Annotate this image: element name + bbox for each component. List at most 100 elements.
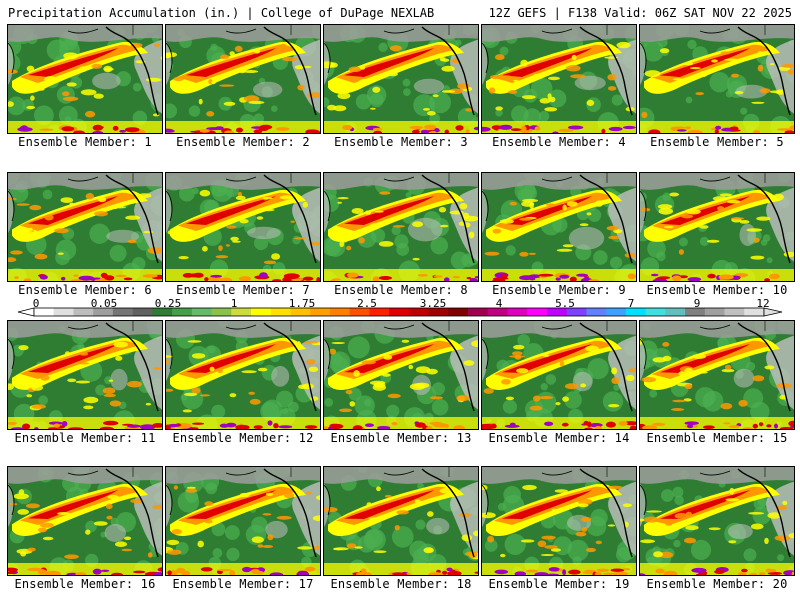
colorbar-segment [34, 308, 55, 316]
ensemble-member-map [481, 320, 637, 430]
ensemble-member-map [7, 24, 163, 134]
ensemble-member-map [323, 172, 479, 282]
colorbar-tick-label: 7 [627, 297, 635, 310]
ensemble-member-label: Ensemble Member: 13 [330, 431, 472, 445]
colorbar-segment [724, 308, 745, 316]
precip-map [482, 467, 636, 575]
colorbar-segment [152, 308, 173, 316]
ensemble-member-label: Ensemble Member: 1 [18, 135, 152, 149]
ensemble-member-map [165, 466, 321, 576]
precip-map [166, 25, 320, 133]
precip-map [166, 173, 320, 281]
colorbar-segment [665, 308, 686, 316]
colorbar-tick-label: 0 [32, 297, 40, 310]
colorbar-segment [625, 308, 647, 316]
ensemble-member-map [165, 172, 321, 282]
colorbar-segment [546, 308, 568, 316]
colorbar-segment [349, 308, 370, 316]
colorbar-segment [389, 308, 410, 316]
ensemble-member-label: Ensemble Member: 14 [488, 431, 630, 445]
colorbar-segment [507, 308, 528, 316]
colorbar-segment [448, 308, 469, 316]
ensemble-member-map [323, 466, 479, 576]
ensemble-member-map [481, 172, 637, 282]
ensemble-member-map [7, 172, 163, 282]
chart-title: Precipitation Accumulation (in.) | Colle… [8, 6, 435, 20]
colorbar-segment [270, 308, 291, 316]
precip-map [166, 467, 320, 575]
colorbar-right-arrow [763, 307, 783, 317]
ensemble-member-map [323, 320, 479, 430]
precip-colorbar [17, 307, 783, 317]
ensemble-member-map [639, 172, 795, 282]
colorbar-segment [487, 308, 508, 316]
ensemble-member-label: Ensemble Member: 9 [492, 283, 626, 297]
precip-map [640, 173, 794, 281]
colorbar-tick-label: 3.25 [419, 297, 447, 310]
colorbar-segment [744, 308, 765, 316]
ensemble-member-label: Ensemble Member: 15 [646, 431, 788, 445]
ensemble-member-label: Ensemble Member: 11 [14, 431, 156, 445]
ensemble-member-map [639, 466, 795, 576]
precip-map [8, 321, 162, 429]
colorbar-segment [566, 308, 587, 316]
colorbar-tick-label: 1 [230, 297, 238, 310]
ensemble-member-label: Ensemble Member: 8 [334, 283, 468, 297]
ensemble-member-label: Ensemble Member: 7 [176, 283, 310, 297]
colorbar-tick-label: 0.25 [154, 297, 182, 310]
colorbar-tick-label: 5.5 [555, 297, 575, 310]
precip-map [8, 173, 162, 281]
precip-map [324, 25, 478, 133]
precip-map [324, 467, 478, 575]
ensemble-member-map [165, 320, 321, 430]
colorbar-segment [428, 308, 449, 316]
colorbar-segment [645, 308, 666, 316]
ensemble-member-map [7, 466, 163, 576]
precip-map [640, 321, 794, 429]
precip-map [482, 173, 636, 281]
ensemble-member-label: Ensemble Member: 18 [330, 577, 472, 591]
colorbar-segment [93, 308, 114, 316]
colorbar-segment [290, 308, 311, 316]
ensemble-member-label: Ensemble Member: 5 [650, 135, 784, 149]
colorbar-segment [251, 308, 272, 316]
colorbar-segment [685, 308, 706, 316]
ensemble-member-label: Ensemble Member: 6 [18, 283, 152, 297]
colorbar-tick-label: 0.05 [90, 297, 118, 310]
ensemble-member-map [639, 24, 795, 134]
precip-map [482, 25, 636, 133]
precip-map [482, 321, 636, 429]
colorbar-segment [191, 308, 212, 316]
ensemble-member-map [639, 320, 795, 430]
colorbar-left-arrow [17, 307, 35, 317]
ensemble-member-map [481, 24, 637, 134]
colorbar-segment [606, 308, 627, 316]
ensemble-member-label: Ensemble Member: 20 [646, 577, 788, 591]
colorbar-tick-label: 12 [756, 297, 770, 310]
colorbar-tick-label: 1.75 [288, 297, 316, 310]
colorbar-segment [172, 308, 193, 316]
colorbar-segment [53, 308, 74, 316]
colorbar-segment [73, 308, 94, 316]
precip-map [166, 321, 320, 429]
colorbar-tick-label: 4 [495, 297, 503, 310]
colorbar-segment [310, 308, 331, 316]
precip-map [640, 467, 794, 575]
ensemble-member-label: Ensemble Member: 17 [172, 577, 314, 591]
colorbar-segment [231, 308, 252, 316]
precip-map [324, 173, 478, 281]
ensemble-member-label: Ensemble Member: 19 [488, 577, 630, 591]
model-run-info: 12Z GEFS | F138 Valid: 06Z SAT NOV 22 20… [488, 6, 792, 20]
ensemble-member-label: Ensemble Member: 4 [492, 135, 626, 149]
colorbar-segment [132, 308, 153, 316]
colorbar-segment [527, 308, 548, 316]
ensemble-member-label: Ensemble Member: 10 [646, 283, 788, 297]
colorbar-segment [586, 308, 607, 316]
precip-map [8, 25, 162, 133]
colorbar-tick-label: 9 [693, 297, 701, 310]
colorbar-segment [369, 308, 390, 316]
colorbar-segment [704, 308, 725, 316]
ensemble-member-label: Ensemble Member: 2 [176, 135, 310, 149]
ensemble-member-map [481, 466, 637, 576]
ensemble-member-map [165, 24, 321, 134]
